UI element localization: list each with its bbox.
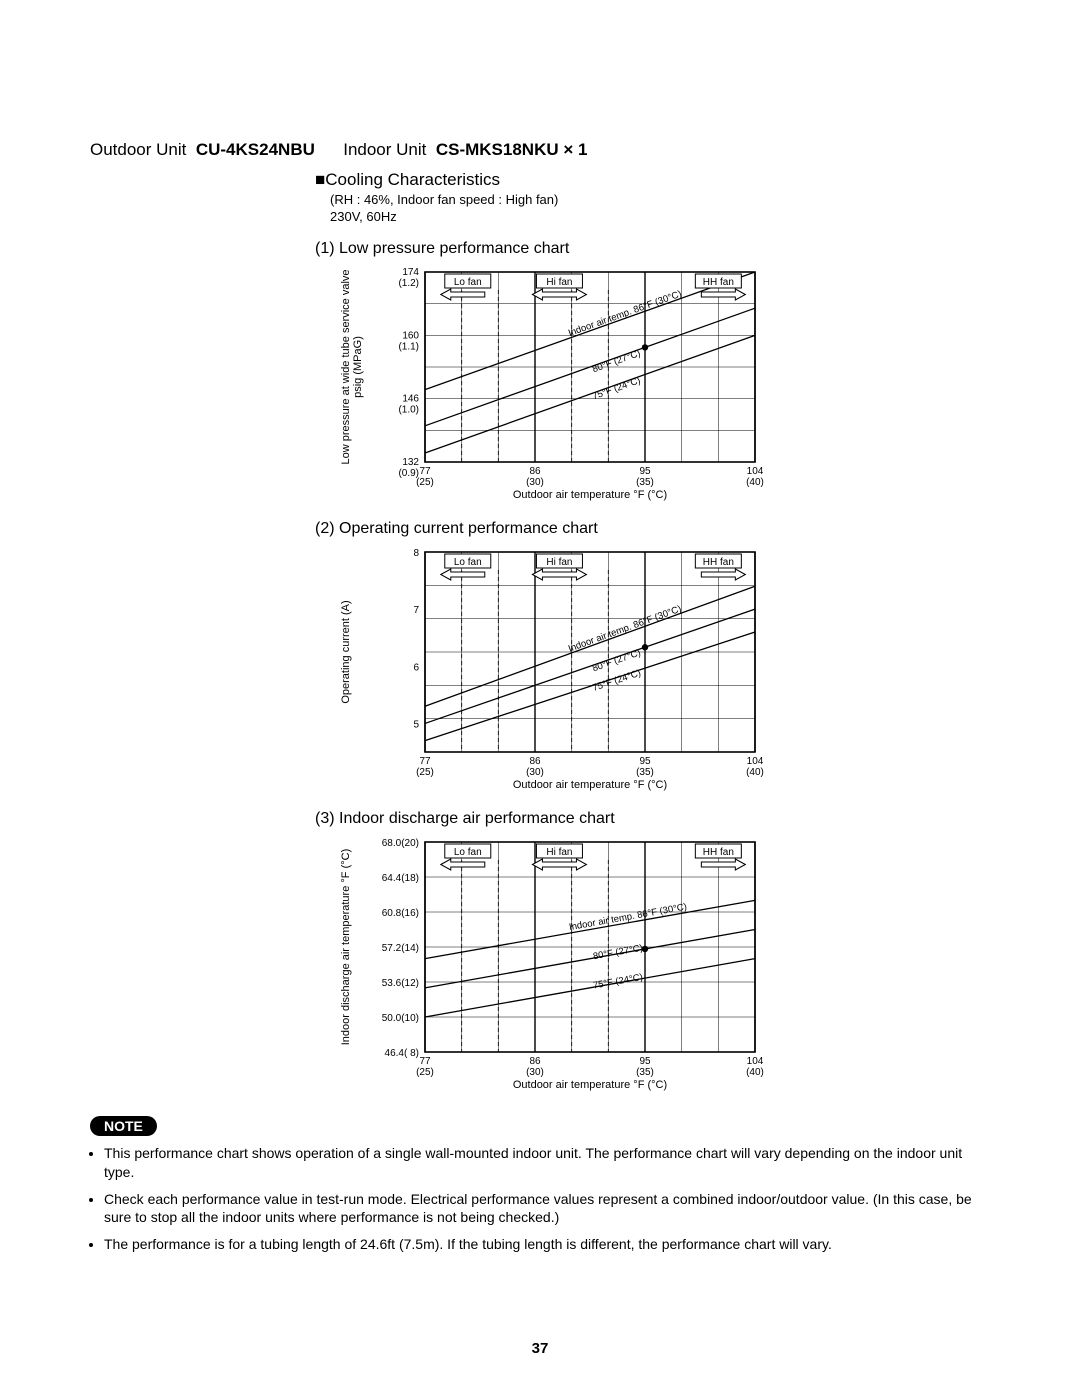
svg-text:8: 8 xyxy=(413,548,419,559)
svg-text:psig (MPaG): psig (MPaG) xyxy=(352,336,364,398)
svg-text:(30): (30) xyxy=(526,767,544,778)
note-item: Check each performance value in test-run… xyxy=(104,1190,990,1228)
outdoor-label: Outdoor Unit xyxy=(90,140,186,159)
chart3-title: (3) Indoor discharge air performance cha… xyxy=(315,810,990,828)
svg-text:HH fan: HH fan xyxy=(703,557,734,568)
svg-text:Outdoor air temperature °F (°C: Outdoor air temperature °F (°C) xyxy=(513,779,667,791)
svg-text:(30): (30) xyxy=(526,1067,544,1078)
svg-text:77: 77 xyxy=(419,466,431,477)
page-number: 37 xyxy=(0,1340,1080,1357)
indoor-model: CS-MKS18NKU × 1 xyxy=(436,140,588,159)
svg-text:(40): (40) xyxy=(746,1067,764,1078)
subtitle-line1: (RH : 46%, Indoor fan speed : High fan) xyxy=(330,192,558,207)
chart3-svg: Indoor air temp. 86°F (30°C) 80°F (27°C) 7… xyxy=(335,834,765,1094)
svg-text:77: 77 xyxy=(419,756,431,767)
svg-text:HH fan: HH fan xyxy=(703,847,734,858)
svg-text:95: 95 xyxy=(639,756,651,767)
svg-text:75°F (24°C): 75°F (24°C) xyxy=(591,375,642,402)
chart2-wrap: Indoor air temp. 86°F (30°C)80°F (27°C)7… xyxy=(335,544,990,794)
chart3-wrap: Indoor air temp. 86°F (30°C) 80°F (27°C) 7… xyxy=(335,834,990,1094)
svg-text:HH fan: HH fan xyxy=(703,277,734,288)
chart1-wrap: Indoor air temp. 86°F (30°C)80°F (27°C)7… xyxy=(335,264,990,504)
svg-text:(1.1): (1.1) xyxy=(398,341,419,352)
svg-text:146: 146 xyxy=(402,393,419,404)
svg-text:174: 174 xyxy=(402,267,419,278)
svg-text:Indoor discharge air temperatu: Indoor discharge air temperature °F (°C) xyxy=(340,849,352,1046)
svg-text:Outdoor air temperature °F (°C: Outdoor air temperature °F (°C) xyxy=(513,1079,667,1091)
section-subtitle: (RH : 46%, Indoor fan speed : High fan) … xyxy=(330,192,990,226)
svg-text:(40): (40) xyxy=(746,767,764,778)
outdoor-model: CU-4KS24NBU xyxy=(196,140,315,159)
svg-text:95: 95 xyxy=(639,1056,651,1067)
svg-text:104: 104 xyxy=(747,1056,764,1067)
svg-text:(1.0): (1.0) xyxy=(398,404,419,415)
note-section: NOTE This performance chart shows operat… xyxy=(90,1110,990,1254)
chart2-title: (2) Operating current performance chart xyxy=(315,520,990,538)
svg-text:68.0(20): 68.0(20) xyxy=(382,838,419,849)
svg-text:(35): (35) xyxy=(636,1067,654,1078)
svg-text:(1.2): (1.2) xyxy=(398,278,419,289)
svg-text:(25): (25) xyxy=(416,1067,434,1078)
svg-text:53.6(12): 53.6(12) xyxy=(382,978,419,989)
svg-text:Lo fan: Lo fan xyxy=(454,557,482,568)
svg-text:Operating current (A): Operating current (A) xyxy=(340,600,352,703)
svg-text:(35): (35) xyxy=(636,767,654,778)
svg-text:86: 86 xyxy=(529,1056,541,1067)
note-item: The performance is for a tubing length o… xyxy=(104,1235,990,1254)
svg-text:Indoor air temp. 86°F (30°C): Indoor air temp. 86°F (30°C) xyxy=(567,603,683,654)
svg-text:104: 104 xyxy=(747,466,764,477)
svg-text:160: 160 xyxy=(402,330,419,341)
note-item: This performance chart shows operation o… xyxy=(104,1144,990,1182)
svg-text:104: 104 xyxy=(747,756,764,767)
indoor-label: Indoor Unit xyxy=(343,140,426,159)
header-line: Outdoor Unit CU-4KS24NBU Indoor Unit CS-… xyxy=(90,140,990,160)
svg-text:132: 132 xyxy=(402,457,419,468)
svg-text:Outdoor air temperature °F (°C: Outdoor air temperature °F (°C) xyxy=(513,489,667,501)
svg-text:Low pressure at wide tube serv: Low pressure at wide tube service valve xyxy=(340,269,352,464)
svg-text:46.4( 8): 46.4( 8) xyxy=(385,1048,419,1059)
svg-text:86: 86 xyxy=(529,756,541,767)
svg-text:80°F (27°C): 80°F (27°C) xyxy=(592,942,644,962)
svg-text:Hi fan: Hi fan xyxy=(546,277,572,288)
svg-text:6: 6 xyxy=(413,662,419,673)
page: Outdoor Unit CU-4KS24NBU Indoor Unit CS-… xyxy=(0,0,1080,1397)
svg-text:7: 7 xyxy=(413,605,419,616)
svg-text:(35): (35) xyxy=(636,477,654,488)
svg-text:(25): (25) xyxy=(416,767,434,778)
section-title: ■Cooling Characteristics xyxy=(315,170,990,190)
notes-list: This performance chart shows operation o… xyxy=(90,1144,990,1254)
svg-text:Hi fan: Hi fan xyxy=(546,557,572,568)
svg-text:5: 5 xyxy=(413,719,419,730)
svg-text:Lo fan: Lo fan xyxy=(454,277,482,288)
svg-text:(40): (40) xyxy=(746,477,764,488)
svg-text:50.0(10): 50.0(10) xyxy=(382,1013,419,1024)
svg-text:80°F (27°C): 80°F (27°C) xyxy=(591,348,642,375)
svg-text:60.8(16): 60.8(16) xyxy=(382,908,419,919)
svg-text:86: 86 xyxy=(529,466,541,477)
svg-text:Lo fan: Lo fan xyxy=(454,847,482,858)
svg-text:(0.9): (0.9) xyxy=(398,468,419,479)
svg-text:57.2(14): 57.2(14) xyxy=(382,943,419,954)
chart1-svg: Indoor air temp. 86°F (30°C)80°F (27°C)7… xyxy=(335,264,765,504)
svg-text:64.4(18): 64.4(18) xyxy=(382,873,419,884)
svg-text:95: 95 xyxy=(639,466,651,477)
svg-text:Hi fan: Hi fan xyxy=(546,847,572,858)
chart2-svg: Indoor air temp. 86°F (30°C)80°F (27°C)7… xyxy=(335,544,765,794)
svg-text:77: 77 xyxy=(419,1056,431,1067)
subtitle-line2: 230V, 60Hz xyxy=(330,209,397,224)
svg-text:(30): (30) xyxy=(526,477,544,488)
chart1-title: (1) Low pressure performance chart xyxy=(315,240,990,258)
svg-text:75°F (24°C): 75°F (24°C) xyxy=(592,972,644,992)
svg-text:Indoor air temp. 86°F (30°C): Indoor air temp. 86°F (30°C) xyxy=(568,901,688,933)
note-label: NOTE xyxy=(90,1116,157,1136)
